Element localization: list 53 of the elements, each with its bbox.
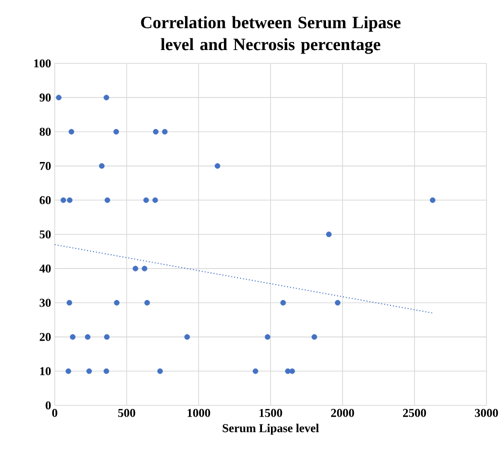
point xyxy=(104,368,110,374)
point xyxy=(66,300,72,306)
point xyxy=(430,197,436,203)
y-tick-label: 100 xyxy=(34,59,51,68)
point xyxy=(114,300,120,306)
point xyxy=(104,197,110,203)
y-tick-label: 10 xyxy=(40,367,51,376)
point xyxy=(86,368,92,374)
point xyxy=(113,128,119,135)
point xyxy=(56,94,62,100)
point xyxy=(152,128,159,135)
point xyxy=(334,300,340,306)
point xyxy=(84,334,90,340)
point xyxy=(162,128,168,135)
point xyxy=(143,197,149,203)
point xyxy=(280,300,286,306)
point xyxy=(104,334,110,340)
point xyxy=(214,163,220,169)
x-tick-label: 3000 xyxy=(474,408,498,417)
x-tick-label: 1000 xyxy=(188,408,210,417)
x-tick-label: 0 xyxy=(52,408,58,417)
point xyxy=(70,334,76,340)
y-tick-label: 40 xyxy=(39,264,51,273)
y-tick-label: 20 xyxy=(40,332,51,341)
chart-title: Correlation between Serum Lipase level and Necrosis percentage xyxy=(141,16,401,54)
point xyxy=(104,94,110,100)
x-tick-label: 2500 xyxy=(403,408,426,417)
point xyxy=(144,300,150,306)
point xyxy=(66,197,72,203)
point xyxy=(264,334,270,340)
y-tick-label: 90 xyxy=(40,93,51,102)
y-tick-label: 50 xyxy=(40,230,51,238)
point xyxy=(98,163,105,169)
x-tick-label: 500 xyxy=(118,408,136,417)
point xyxy=(252,368,258,374)
x-axis-title: Serum Lipase level xyxy=(222,424,319,435)
point xyxy=(326,232,332,238)
point xyxy=(152,197,158,203)
y-tick-label: 80 xyxy=(40,128,51,136)
y-tick-label: 70 xyxy=(40,162,51,170)
point xyxy=(142,266,148,272)
point xyxy=(132,266,138,272)
point xyxy=(60,197,66,203)
y-tick-label: 0 xyxy=(46,401,51,410)
y-tick-label: 60 xyxy=(40,196,51,204)
point xyxy=(68,128,74,135)
point xyxy=(184,334,190,340)
y-tick-label: 30 xyxy=(40,298,51,307)
x-tick-label: 1500 xyxy=(260,408,282,417)
point xyxy=(312,334,318,340)
x-tick-label: 2000 xyxy=(331,408,354,417)
point xyxy=(157,368,163,374)
point xyxy=(66,368,72,374)
